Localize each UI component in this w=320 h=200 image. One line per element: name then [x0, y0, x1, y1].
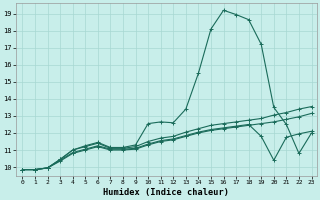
X-axis label: Humidex (Indice chaleur): Humidex (Indice chaleur)	[103, 188, 229, 197]
